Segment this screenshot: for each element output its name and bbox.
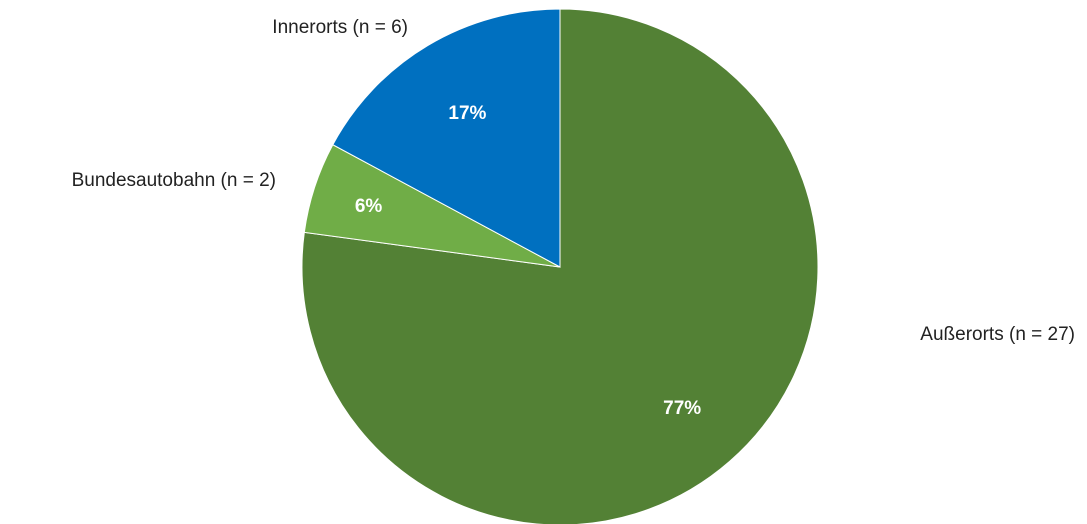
percent-label-innerorts: 17%: [448, 103, 486, 124]
pie-slices: [301, 8, 819, 524]
category-label-ausserorts: Außerorts (n = 27): [920, 324, 1075, 345]
category-labels: Außerorts (n = 27) Bundesautobahn (n = 2)…: [72, 17, 1075, 345]
percent-labels: 77% 6% 17%: [355, 103, 701, 419]
category-label-innerorts: Innerorts (n = 6): [272, 17, 408, 38]
pie-slice-ausserorts: [301, 8, 819, 524]
category-label-bundesautobahn: Bundesautobahn (n = 2): [72, 170, 276, 191]
percent-label-bundesautobahn: 6%: [355, 196, 383, 217]
pie-slice-innerorts: [332, 8, 561, 268]
percent-label-ausserorts: 77%: [663, 398, 701, 419]
